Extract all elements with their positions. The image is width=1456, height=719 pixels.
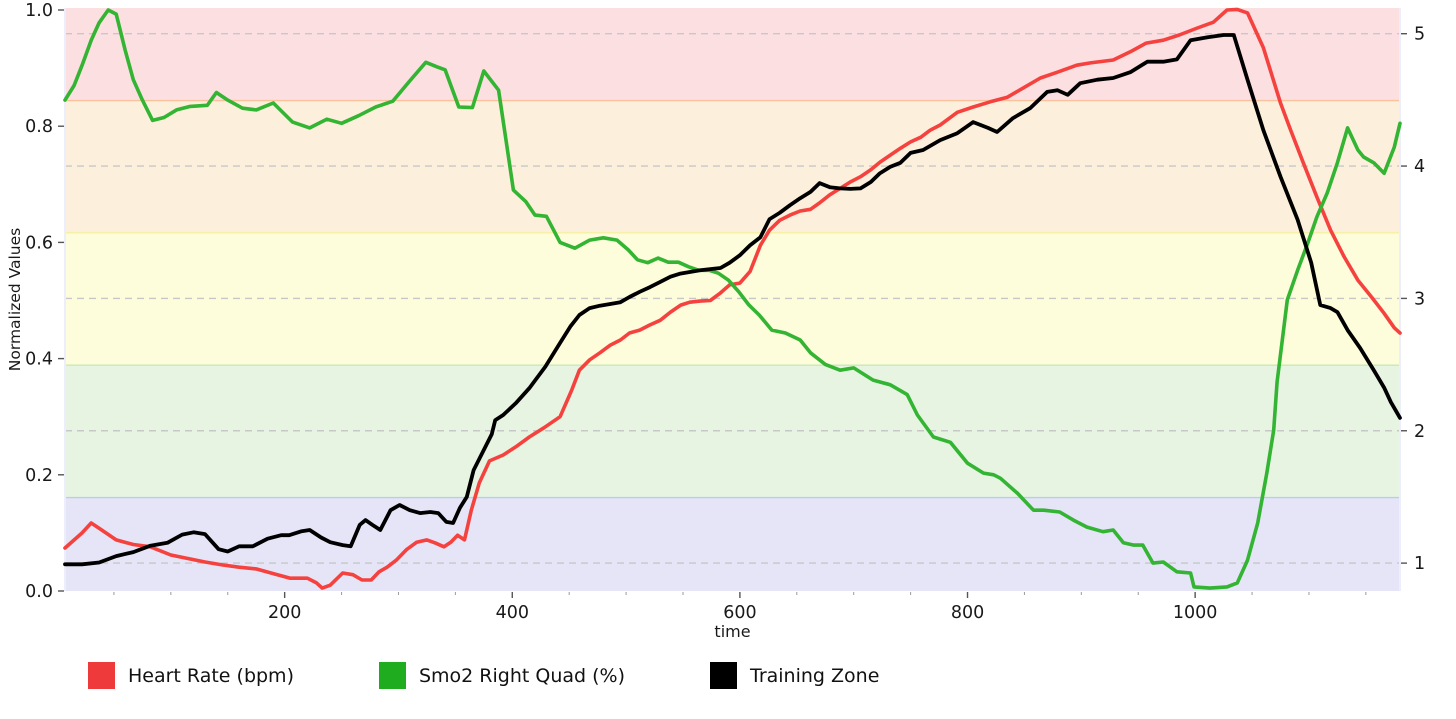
y-left-tick-label-0.2: 0.2 [25,466,53,486]
training-zone-swatch-icon [710,662,737,689]
x-tick-label-600: 600 [723,603,756,623]
legend-item-smo2: Smo2 Right Quad (%) [378,662,625,689]
y-left-tick-label-0.8: 0.8 [25,117,53,137]
x-axis-label: time [714,622,750,641]
y-left-tick-label-0.6: 0.6 [25,233,53,253]
heart-rate-swatch-icon [88,662,115,689]
y-axis-label: Normalized Values [6,228,24,371]
y-right-tick-label-1: 1 [1414,554,1425,574]
legend-label-smo2: Smo2 Right Quad (%) [418,664,625,687]
y-right-tick-label-3: 3 [1414,289,1425,309]
smo2-swatch-icon [378,662,406,689]
x-tick-label-200: 200 [268,603,301,623]
training-zone-line [63,33,1402,567]
y-left-tick-label-1.0: 1.0 [25,1,53,21]
y-right-tick-label-4: 4 [1414,157,1425,177]
y-right-tick-label-2: 2 [1414,422,1425,442]
legend-item-heart-rate: Heart Rate (bpm) [88,662,294,689]
smo2-line [63,8,1402,590]
y-right-tick-label-5: 5 [1414,25,1425,45]
y-left-tick-label-0.0: 0.0 [25,582,53,602]
chart-legend: Heart Rate (bpm) Smo2 Right Quad (%) Tra… [88,662,879,689]
legend-label-heart-rate: Heart Rate (bpm) [128,664,294,687]
x-tick-label-400: 400 [496,603,529,623]
legend-label-training-zone: Training Zone [750,664,880,687]
zone-band-1 [65,497,1400,591]
heart-rate-line [63,7,1402,590]
x-tick-label-1000: 1000 [1173,603,1218,623]
x-tick-label-800: 800 [951,603,984,623]
y-left-tick-label-0.4: 0.4 [25,350,53,370]
legend-item-training-zone: Training Zone [710,662,879,689]
zone-band-5 [65,8,1400,101]
